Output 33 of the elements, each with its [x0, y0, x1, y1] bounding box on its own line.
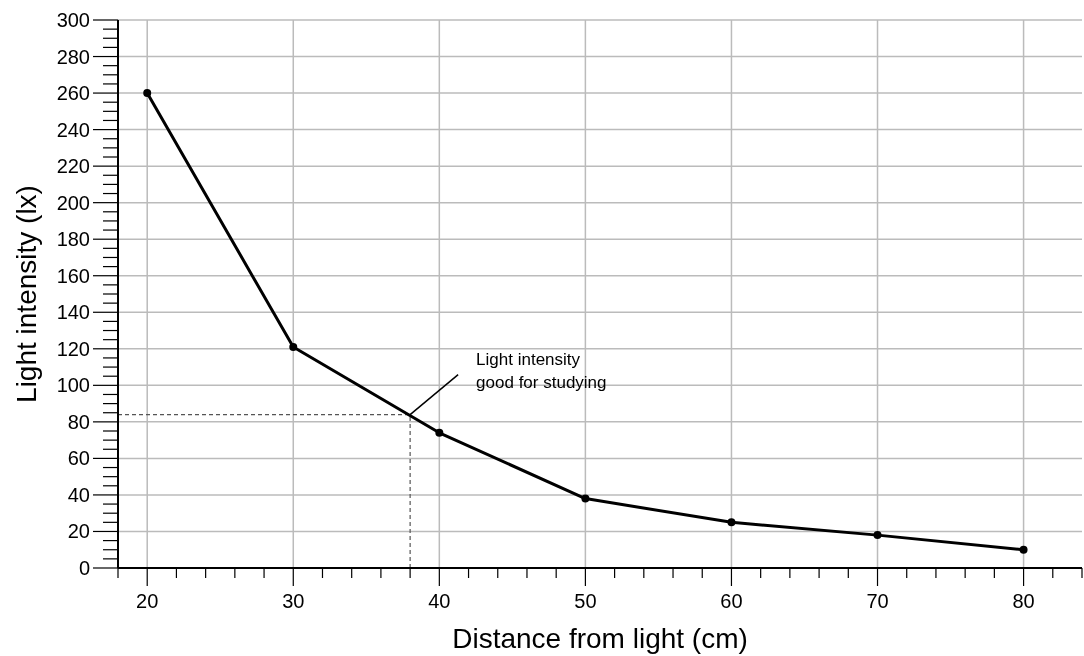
point — [435, 428, 444, 437]
x-tick-label: 30 — [282, 590, 305, 612]
x-axis-title: Distance from light (cm) — [452, 623, 748, 654]
y-tick-label: 260 — [56, 82, 90, 105]
y-tick-label: 160 — [56, 264, 90, 287]
point — [289, 342, 298, 351]
point — [1019, 545, 1028, 554]
point — [873, 531, 882, 540]
point — [727, 518, 736, 527]
y-tick-label: 300 — [56, 9, 90, 31]
y-tick-label: 60 — [67, 447, 90, 470]
x-tick-label: 60 — [720, 590, 743, 612]
y-tick-label: 140 — [56, 301, 90, 324]
y-tick-label: 200 — [56, 191, 90, 214]
y-tick-label: 40 — [67, 483, 90, 506]
annotation: Light intensity good for studying — [476, 349, 607, 392]
y-tick-label: 100 — [56, 374, 90, 397]
y-tick-label: 80 — [67, 410, 90, 433]
point — [143, 89, 152, 98]
x-tick-label: 40 — [428, 590, 451, 612]
x-tick-label: 70 — [866, 590, 889, 612]
y-tick-label: 180 — [56, 228, 90, 251]
y-tick-label: 220 — [56, 155, 90, 178]
x-tick-label: 80 — [1012, 590, 1035, 612]
y-tick-label: 240 — [56, 118, 90, 141]
point — [581, 494, 590, 503]
y-tick-label: 120 — [56, 337, 90, 360]
y-tick-label: 0 — [78, 557, 90, 579]
y-axis-title: Light intensity (lx) — [11, 185, 42, 403]
y-tick-label: 20 — [67, 520, 90, 543]
y-tick-label: 280 — [56, 45, 90, 68]
x-tick-label: 50 — [574, 590, 597, 612]
x-tick-label: 20 — [136, 590, 159, 612]
